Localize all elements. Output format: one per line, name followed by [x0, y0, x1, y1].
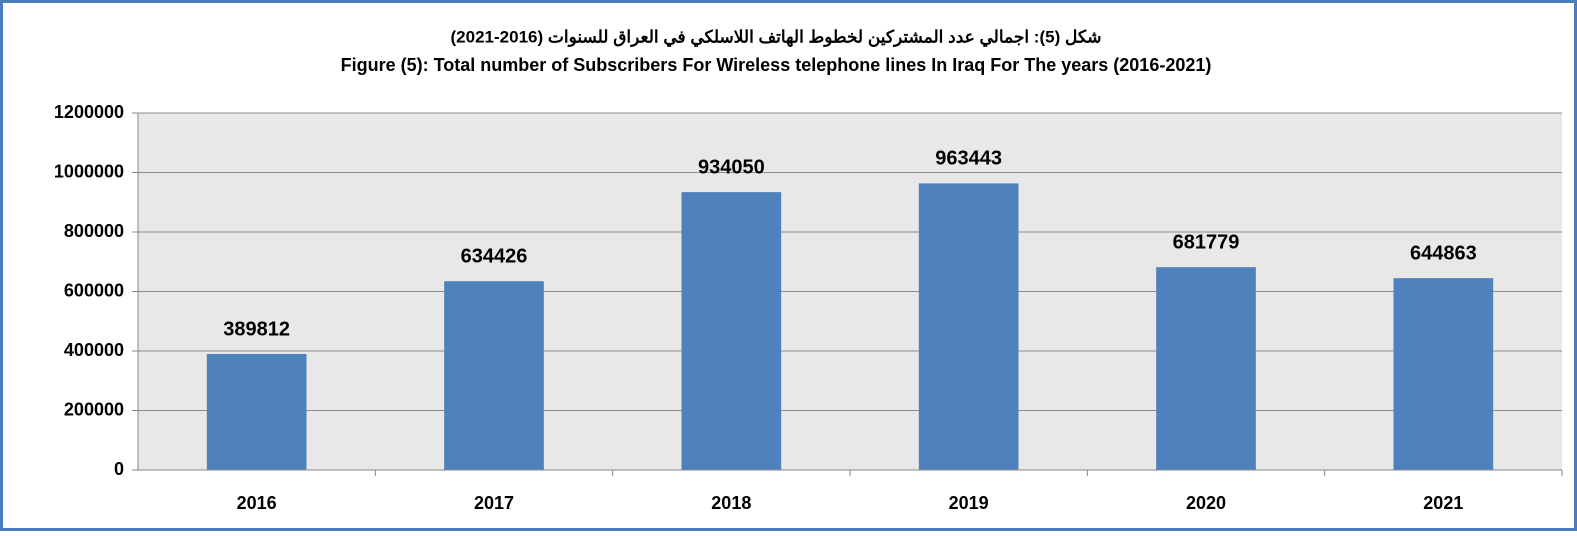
- y-tick-label: 800000: [64, 221, 124, 241]
- data-label: 934050: [698, 156, 765, 178]
- y-tick-label: 0: [114, 459, 124, 479]
- data-label: 389812: [223, 318, 290, 340]
- bar: [1393, 278, 1494, 470]
- bar: [1156, 267, 1256, 470]
- x-tick-label: 2019: [949, 493, 989, 513]
- data-label: 634426: [461, 246, 528, 268]
- y-tick-label: 1000000: [54, 161, 124, 181]
- x-tick-label: 2020: [1186, 493, 1226, 513]
- y-tick-label: 400000: [64, 340, 124, 360]
- data-label: 644863: [1410, 242, 1477, 264]
- chart-title: شكل (5): اجمالي عدد المشتركين لخطوط الها…: [450, 27, 1101, 47]
- bar: [681, 192, 782, 471]
- data-label: 681779: [1173, 231, 1240, 253]
- y-tick-label: 1200000: [54, 102, 124, 122]
- x-tick-label: 2016: [237, 493, 277, 513]
- data-label: 963443: [935, 148, 1002, 170]
- chart-subtitle: Figure (5): Total number of Subscribers …: [341, 55, 1212, 75]
- bar: [444, 281, 544, 470]
- x-tick-label: 2018: [711, 493, 751, 513]
- bar: [918, 183, 1019, 470]
- x-tick-label: 2017: [474, 493, 514, 513]
- y-tick-label: 200000: [64, 399, 124, 419]
- x-tick-label: 2021: [1423, 493, 1463, 513]
- bar: [206, 354, 307, 470]
- y-tick-label: 600000: [64, 280, 124, 300]
